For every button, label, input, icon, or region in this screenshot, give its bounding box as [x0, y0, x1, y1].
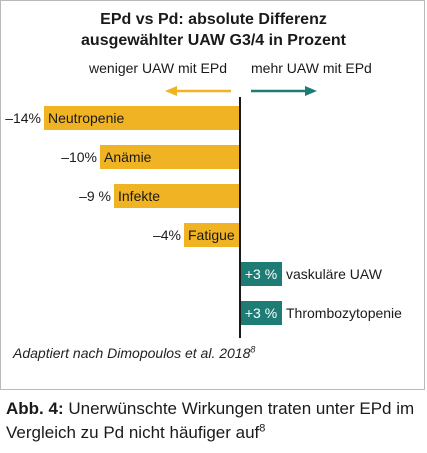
figure-caption: Abb. 4: Unerwünschte Wirkungen traten un… [6, 397, 424, 445]
bar [100, 145, 240, 169]
caption-text: Unerwünschte Wirkungen traten unter EPd … [6, 399, 415, 442]
data-label: +3 % [245, 305, 277, 321]
caption-ref: 8 [259, 422, 266, 435]
left-arrow-icon [165, 86, 177, 96]
chart-title-line-1: EPd vs Pd: absolute Differenz [100, 11, 327, 28]
data-label: –9 % [79, 188, 111, 204]
direction-label-right: mehr UAW mit EPd [251, 60, 372, 76]
bar [240, 262, 282, 286]
category-label: Anämie [104, 149, 152, 165]
data-label: –14% [5, 110, 41, 126]
bar-chart: weniger UAW mit EPd mehr UAW mit EPd –14% N… [5, 60, 402, 338]
bar [184, 223, 240, 247]
bar [114, 184, 240, 208]
source-text: Adaptiert nach Dimopoulos et al. 2018 [13, 345, 251, 361]
category-label: Thrombozytopenie [286, 305, 402, 321]
data-label: +3 % [245, 266, 277, 282]
source-note: Adaptiert nach Dimopoulos et al. 20188 [13, 345, 255, 361]
chart-title: EPd vs Pd: absolute Differenz ausgewählt… [1, 9, 426, 51]
bar [44, 106, 240, 130]
data-label: –10% [61, 149, 97, 165]
data-label: –4% [153, 227, 181, 243]
figure-frame: EPd vs Pd: absolute Differenz ausgewählt… [0, 0, 425, 390]
category-label: vaskuläre UAW [286, 266, 383, 282]
category-label: Neutropenie [48, 110, 124, 126]
direction-label-left: weniger UAW mit EPd [88, 60, 227, 76]
chart-title-line-2: ausgewählter UAW G3/4 in Prozent [81, 32, 346, 49]
right-arrow-icon [305, 86, 317, 96]
bar [240, 301, 282, 325]
caption-label: Abb. 4: [6, 399, 64, 418]
category-label: Fatigue [188, 227, 235, 243]
source-ref: 8 [250, 344, 256, 355]
category-label: Infekte [118, 188, 160, 204]
